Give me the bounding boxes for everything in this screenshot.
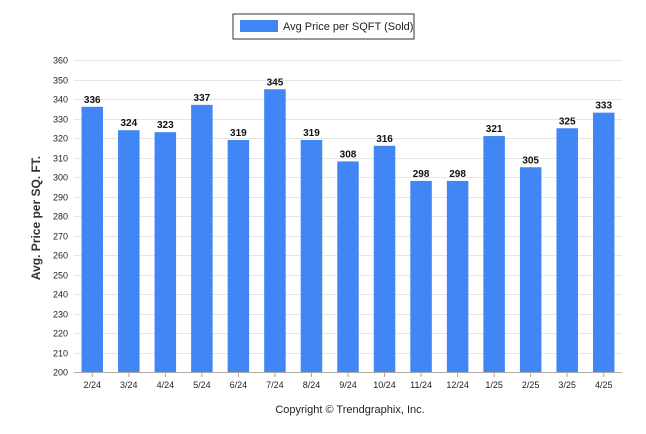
- legend-label: Avg Price per SQFT (Sold): [283, 21, 413, 33]
- x-tick-label: 1/25: [485, 380, 503, 390]
- y-tick-label: 240: [53, 290, 68, 300]
- x-tick-label: 8/24: [303, 380, 321, 390]
- y-tick-label: 260: [53, 251, 68, 261]
- bar[interactable]: [227, 139, 250, 372]
- x-tick-label: 5/24: [193, 380, 211, 390]
- data-label: 345: [267, 77, 284, 88]
- y-tick-label: 250: [53, 271, 68, 281]
- y-tick-label: 360: [53, 56, 68, 66]
- bar[interactable]: [191, 104, 213, 372]
- x-tick-label: 10/24: [373, 380, 396, 390]
- bar[interactable]: [300, 139, 323, 372]
- y-tick-label: 340: [53, 95, 68, 105]
- y-tick-label: 270: [53, 232, 68, 242]
- legend-swatch: [240, 20, 278, 32]
- data-label: 316: [376, 134, 393, 145]
- y-tick-label: 210: [53, 349, 68, 359]
- x-tick-label: 2/25: [522, 380, 540, 390]
- data-label: 324: [120, 118, 137, 129]
- y-tick-label: 310: [53, 154, 68, 164]
- data-label: 319: [230, 128, 247, 139]
- data-label: 323: [157, 120, 174, 131]
- data-label: 319: [303, 128, 320, 139]
- legend[interactable]: Avg Price per SQFT (Sold): [232, 13, 415, 40]
- data-label: 336: [84, 95, 101, 106]
- bar[interactable]: [118, 130, 140, 372]
- x-tick-label: 2/24: [84, 380, 102, 390]
- x-axis-ticks: 2/24 3/24 4/24 5/24 6/24 7/24 8/24 9/24 10/24 11/…: [84, 372, 613, 390]
- y-tick-label: 290: [53, 193, 68, 203]
- data-label: 325: [559, 116, 576, 127]
- bar[interactable]: [446, 180, 469, 372]
- data-label: 333: [595, 101, 612, 112]
- x-tick-label: 3/25: [558, 380, 576, 390]
- y-tick-label: 330: [53, 115, 68, 125]
- data-label: 308: [340, 149, 357, 160]
- bars: [81, 89, 615, 373]
- data-label: 305: [522, 155, 539, 166]
- data-label: 298: [413, 169, 430, 180]
- bar[interactable]: [154, 132, 177, 372]
- data-labels: 336 324 323 337 319 345 319 308 316 298 298 321 305 3…: [84, 77, 613, 180]
- x-tick-label: 11/24: [410, 380, 432, 390]
- bar[interactable]: [81, 106, 104, 373]
- x-tick-label: 4/24: [157, 380, 175, 390]
- bar[interactable]: [373, 145, 396, 372]
- y-tick-label: 230: [53, 310, 68, 320]
- bar[interactable]: [592, 112, 615, 373]
- x-tick-label: 4/25: [595, 380, 613, 390]
- x-tick-label: 12/24: [446, 380, 469, 390]
- x-tick-label: 9/24: [339, 380, 357, 390]
- y-tick-label: 280: [53, 212, 68, 222]
- x-tick-label: 6/24: [230, 380, 248, 390]
- bar[interactable]: [410, 180, 432, 372]
- y-axis-ticks: 200 210 220 230 240 250 260 270 280 290 300 310 320 3…: [53, 56, 68, 378]
- bar[interactable]: [337, 161, 359, 372]
- y-axis-label: Avg. Price per SQ. FT.: [29, 156, 43, 280]
- y-tick-label: 350: [53, 76, 68, 86]
- x-tick-label: 3/24: [120, 380, 138, 390]
- y-tick-label: 320: [53, 134, 68, 144]
- data-label: 321: [486, 124, 503, 135]
- data-label: 337: [194, 93, 211, 104]
- y-tick-label: 200: [53, 368, 68, 378]
- data-label: 298: [449, 169, 466, 180]
- bar[interactable]: [264, 89, 286, 372]
- x-tick-label: 7/24: [266, 380, 284, 390]
- bar[interactable]: [519, 167, 542, 372]
- bar[interactable]: [556, 128, 578, 372]
- y-tick-label: 300: [53, 173, 68, 183]
- copyright-text: Copyright © Trendgraphix, Inc.: [275, 404, 424, 416]
- bar[interactable]: [483, 136, 505, 372]
- y-tick-label: 220: [53, 329, 68, 339]
